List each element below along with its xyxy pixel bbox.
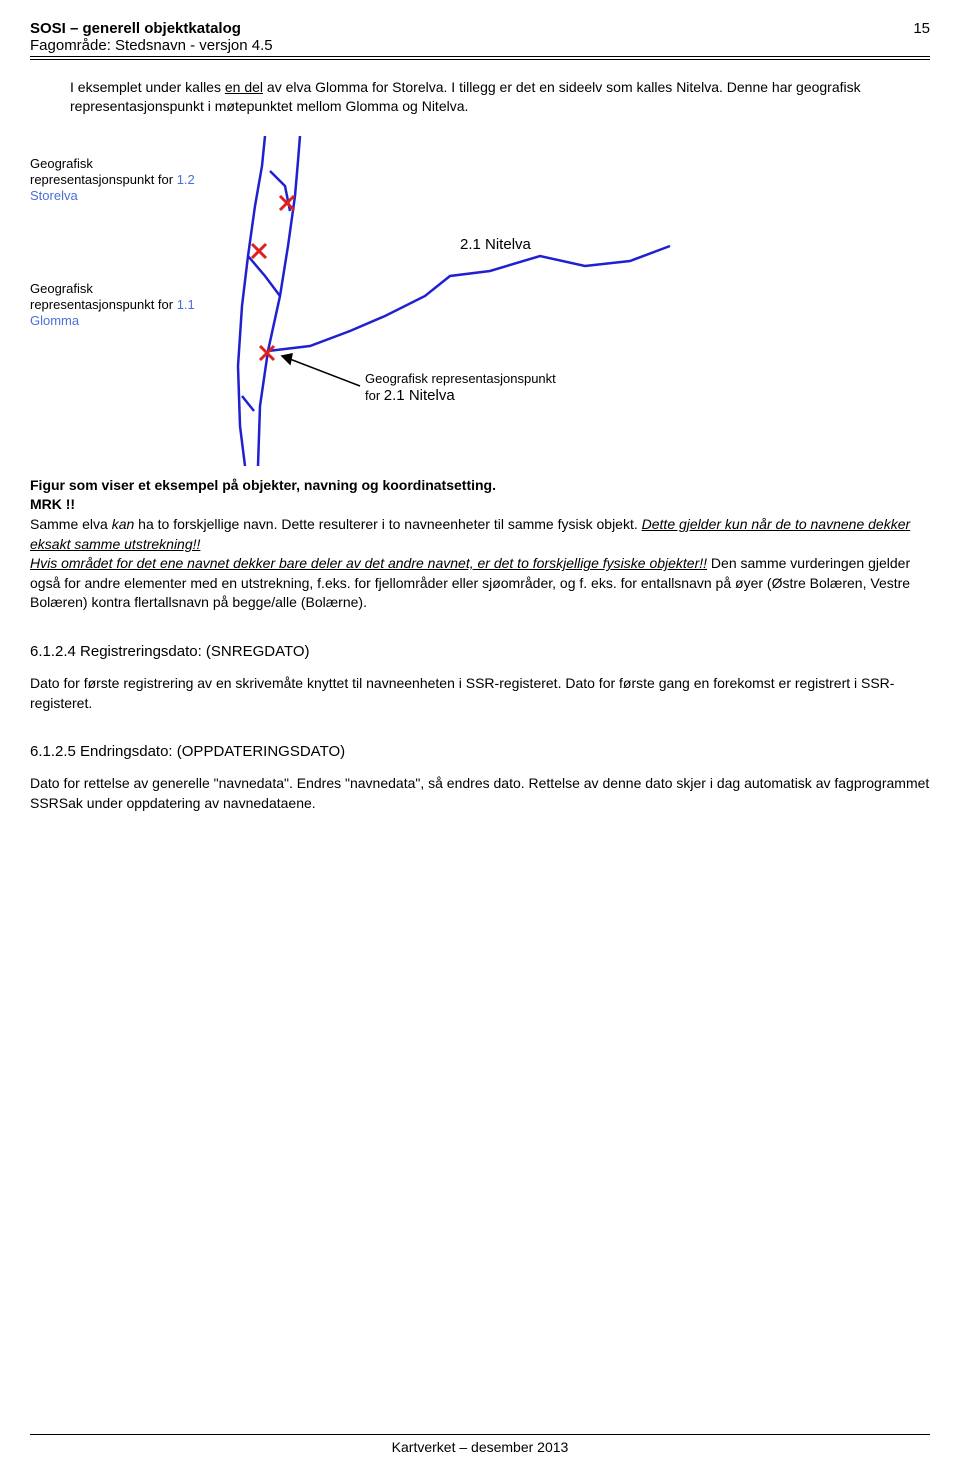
page-number: 15 [913, 20, 930, 37]
river-diagram: Geografisk representasjonspunkt for 1.2 … [30, 136, 730, 466]
page-header: SOSI – generell objektkatalog Fagområde:… [30, 20, 930, 57]
label4-river: 2.1 Nitelva [384, 387, 455, 404]
diagram-label-nitelva-point: Geografisk representasjonspunkt for 2.1 … [365, 371, 565, 406]
label1-text: Geografisk representasjonspunkt for [30, 156, 177, 187]
doc-title: SOSI – generell objektkatalog [30, 20, 273, 37]
section-heading-1: 6.1.2.4 Registreringsdato: (SNREGDATO) [30, 643, 930, 660]
intro-pre: I eksemplet under kalles [70, 79, 225, 95]
caption-line2: MRK !! [30, 496, 75, 512]
section-body-2: Dato for rettelse av generelle "navnedat… [30, 774, 930, 813]
caption-line1: Figur som viser et eksempel på objekter,… [30, 477, 496, 493]
caption-line3b: kan [112, 516, 135, 532]
diagram-label-glomma: Geografisk representasjonspunkt for 1.1 … [30, 281, 200, 330]
diagram-label-nitelva-top: 2.1 Nitelva [460, 236, 531, 255]
page-footer: Kartverket – desember 2013 [30, 1434, 930, 1455]
label3-river: 2.1 Nitelva [460, 236, 531, 253]
caption-line3c: ha to forskjellige navn. Dette resultere… [134, 516, 641, 532]
caption-line3a: Samme elva [30, 516, 112, 532]
doc-subtitle: Fagområde: Stedsnavn - versjon 4.5 [30, 37, 273, 54]
label2-text: Geografisk representasjonspunkt for [30, 281, 177, 312]
figure-caption: Figur som viser et eksempel på objekter,… [30, 476, 930, 613]
caption-line5: Hvis området for det ene navnet dekker b… [30, 555, 707, 571]
diagram-label-storelva: Geografisk representasjonspunkt for 1.2 … [30, 156, 200, 205]
section-body-1: Dato for første registrering av en skriv… [30, 674, 930, 713]
intro-underlined: en del [225, 79, 263, 95]
intro-paragraph: I eksemplet under kalles en del av elva … [30, 78, 930, 116]
footer-text: Kartverket – desember 2013 [392, 1439, 569, 1455]
section-heading-2: 6.1.2.5 Endringsdato: (OPPDATERINGSDATO) [30, 743, 930, 760]
